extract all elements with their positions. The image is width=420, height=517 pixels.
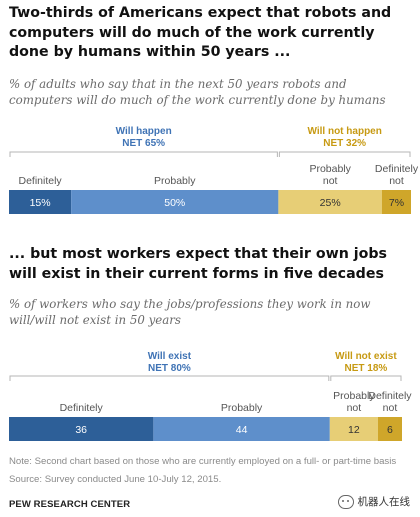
group-label: Will not happen	[308, 126, 382, 137]
subtitle-1: % of adults who say that in the next 50 …	[9, 77, 386, 107]
group-net-label: NET 18%	[345, 363, 388, 374]
category-label: Probably	[309, 163, 351, 175]
bar-segment	[278, 190, 382, 214]
group-label: Will not exist	[335, 351, 397, 362]
value-label: 36	[75, 424, 87, 436]
chart-1: Will happen NET 65% Will not happen NET 32%…	[0, 118, 420, 218]
bar-segment	[9, 417, 154, 441]
bar-segment	[9, 190, 72, 214]
watermark: 机器人在线	[337, 494, 411, 509]
category-label: Definitely	[18, 175, 62, 187]
value-label: 15%	[30, 197, 51, 209]
category-label: not	[323, 175, 338, 187]
category-label: Definitely	[60, 402, 104, 414]
bar-segment	[329, 417, 378, 441]
value-label: 44	[236, 424, 248, 436]
bar-segment	[377, 417, 402, 441]
category-label: not	[389, 175, 404, 187]
group-bracket	[278, 151, 411, 157]
group-bracket	[330, 375, 402, 381]
chart-2: Will exist NET 80% Will not exist NET 18% De…	[0, 345, 420, 445]
group-bracket	[9, 151, 278, 157]
group-net-label: NET 32%	[323, 138, 366, 149]
headline-1: Two-thirds of Americans expect that robo…	[9, 5, 392, 60]
category-label: Probably	[154, 175, 196, 187]
group-bracket	[9, 375, 330, 381]
value-label: 25%	[320, 197, 341, 209]
bar-segment	[71, 190, 279, 214]
bar-segment	[381, 190, 411, 214]
category-label: Definitely	[368, 390, 412, 402]
value-label: 50%	[164, 197, 185, 209]
group-label: Will exist	[148, 351, 192, 362]
category-label: Definitely	[375, 163, 419, 175]
category-label: Probably	[333, 390, 375, 402]
footer-source-label: PEW RESEARCH CENTER	[9, 499, 131, 510]
value-label: 6	[387, 424, 393, 436]
robot-icon	[337, 494, 354, 509]
group-net-label: NET 65%	[122, 138, 165, 149]
headline-2: ... but most workers expect that their o…	[9, 246, 387, 282]
bar-segment	[153, 417, 330, 441]
watermark-text: 机器人在线	[357, 496, 411, 508]
category-label: not	[383, 402, 398, 414]
category-label: Probably	[221, 402, 263, 414]
group-label: Will happen	[116, 126, 172, 137]
note-line-1: Note: Second chart based on those who ar…	[9, 456, 397, 467]
value-label: 7%	[389, 197, 404, 209]
subtitle-2: % of workers who say the jobs/profession…	[9, 297, 371, 327]
note-line-2: Source: Survey conducted June 10-July 12…	[9, 474, 222, 485]
group-net-label: NET 80%	[148, 363, 191, 374]
value-label: 12	[348, 424, 360, 436]
category-label: not	[347, 402, 362, 414]
